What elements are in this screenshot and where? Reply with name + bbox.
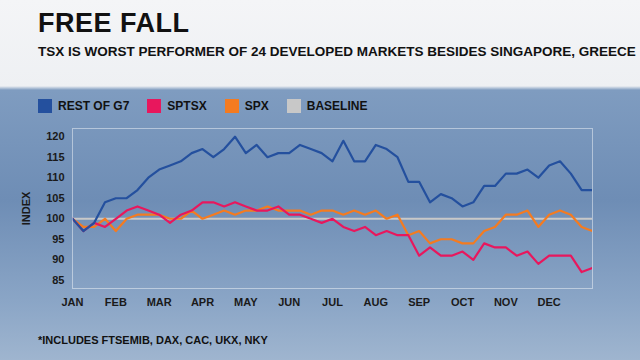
svg-text:INDEX: INDEX [20, 191, 32, 225]
svg-text:120: 120 [46, 130, 64, 142]
html-text:SPX: SPX [244, 99, 269, 113]
svg-text:APR: APR [191, 296, 214, 308]
svg-text:JAN: JAN [61, 296, 83, 308]
svg-text:100: 100 [46, 212, 64, 224]
svg-text:JUN: JUN [278, 296, 300, 308]
html-text:REST OF G7: REST OF G7 [58, 99, 130, 113]
svg-text:MAR: MAR [147, 296, 172, 308]
svg-text:MAY: MAY [234, 296, 258, 308]
svg-text:105: 105 [46, 192, 64, 204]
svg-text:95: 95 [52, 233, 64, 245]
svg-text:NOV: NOV [494, 296, 519, 308]
svg-text:DEC: DEC [538, 296, 561, 308]
svg-text:JUL: JUL [322, 296, 343, 308]
svg-text:110: 110 [47, 171, 65, 183]
svg-text:115: 115 [47, 151, 65, 163]
html-text:TSX IS WORST PERFORMER OF 24 D: TSX IS WORST PERFORMER OF 24 DEVELOPED M… [38, 44, 636, 59]
svg-text:SEP: SEP [408, 296, 430, 308]
svg-text:FEB: FEB [105, 296, 127, 308]
html-text:*INCLUDES FTSEMIB, DAX, CAC, U: *INCLUDES FTSEMIB, DAX, CAC, UKX, NKY [38, 334, 268, 346]
svg-text:OCT: OCT [451, 296, 475, 308]
svg-text:AUG: AUG [364, 296, 388, 308]
html-text:SPTSX: SPTSX [167, 99, 207, 113]
html-text:FREE FALL: FREE FALL [38, 8, 190, 38]
svg-text:90: 90 [52, 253, 64, 265]
html-text:BASELINE: BASELINE [306, 99, 368, 113]
svg-text:85: 85 [52, 274, 64, 286]
